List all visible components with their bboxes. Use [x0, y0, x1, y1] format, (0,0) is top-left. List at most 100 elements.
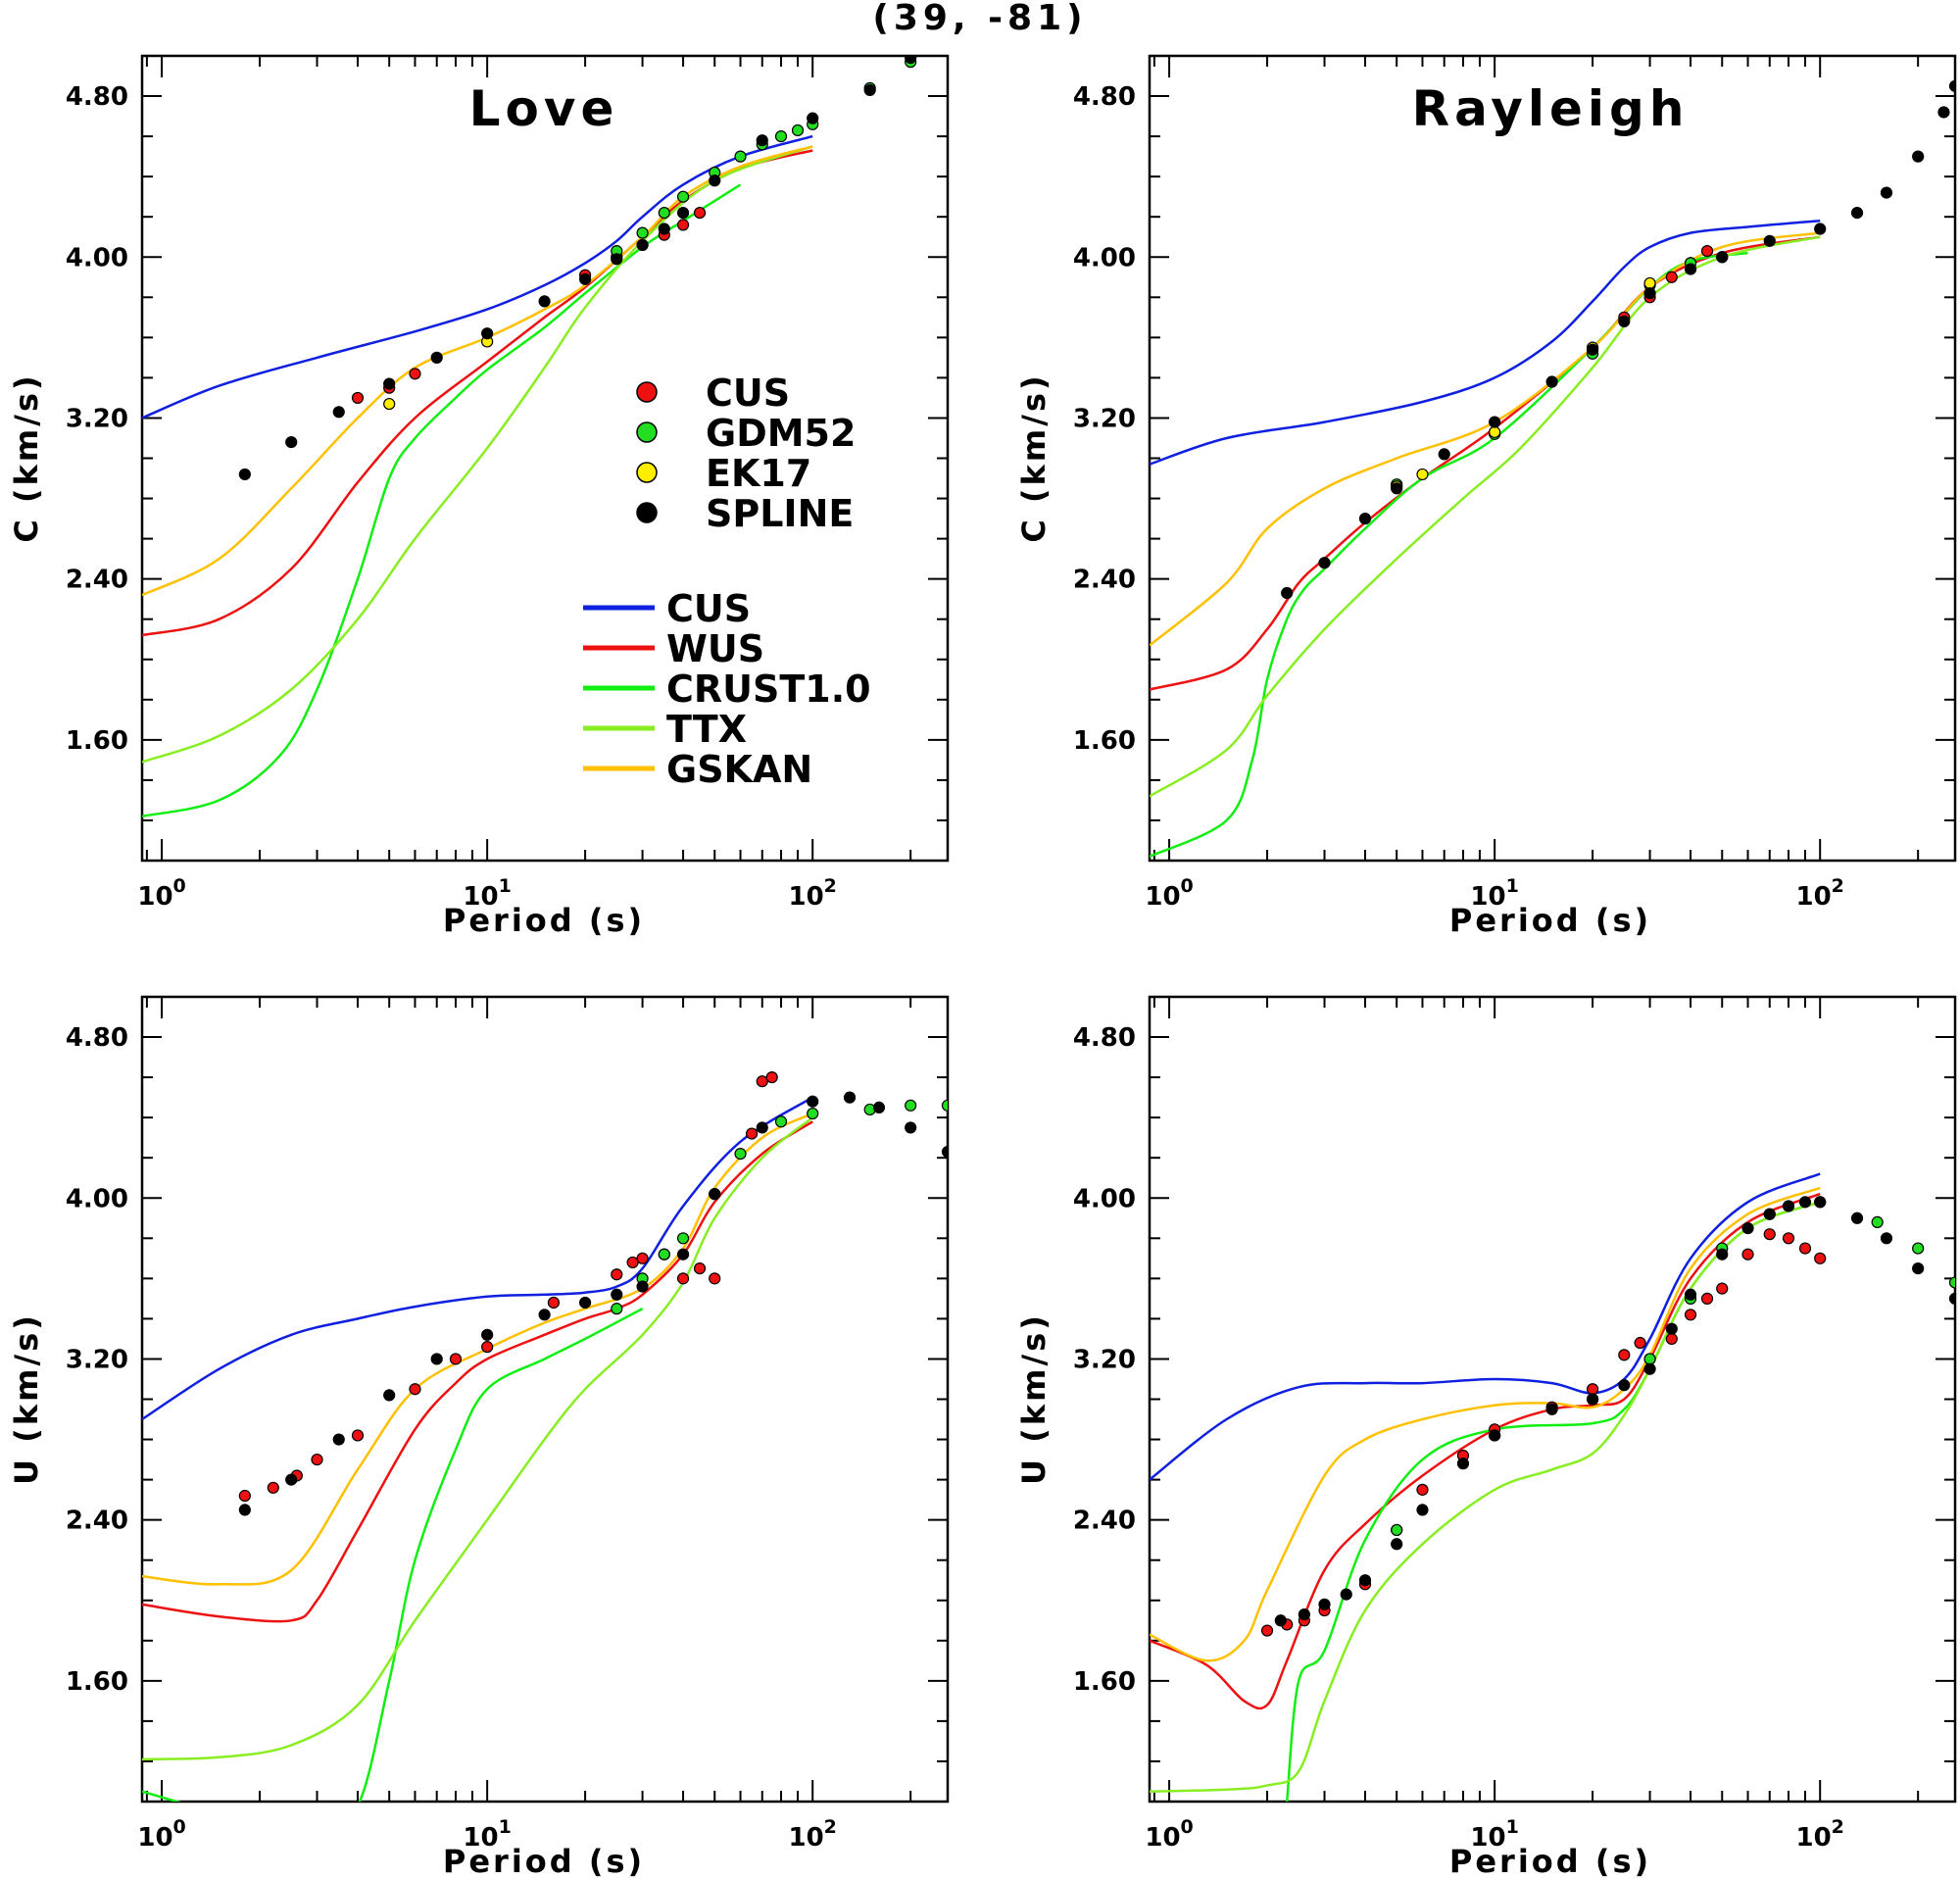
- panel-title-rayleigh: Rayleigh: [1412, 80, 1690, 137]
- curve-crust1-0: [142, 1307, 644, 1802]
- point-spline: [1716, 1248, 1729, 1261]
- curve-wus: [142, 1120, 813, 1623]
- points-spline: [1274, 1196, 1955, 1627]
- y-tick-label: 1.60: [66, 726, 128, 756]
- point-cus: [351, 391, 365, 405]
- y-tick-label: 1.60: [66, 1667, 128, 1697]
- point-cus: [1416, 1483, 1429, 1496]
- point-spline: [611, 1288, 623, 1301]
- point-spline: [1587, 1393, 1599, 1406]
- point-cus: [547, 1296, 561, 1310]
- point-cus: [626, 1256, 639, 1269]
- point-spline: [1391, 1538, 1403, 1551]
- x-tick-label: 100: [1145, 875, 1193, 912]
- legend-marker-spline: [636, 502, 658, 523]
- point-spline: [383, 1389, 396, 1402]
- y-axis-label-rayleigh-group: U (km/s): [1015, 1312, 1053, 1485]
- curve-ttx: [1150, 235, 1821, 798]
- model-curves: [1150, 1172, 1821, 1802]
- point-spline: [1416, 1504, 1429, 1516]
- x-axis-ticks: [1152, 56, 1920, 861]
- point-spline: [332, 406, 345, 419]
- point-cus: [636, 1252, 649, 1264]
- y-axis-label-rayleigh-phase: C (km/s): [1015, 372, 1053, 542]
- curve-wus: [1150, 235, 1821, 691]
- point-spline: [579, 272, 592, 285]
- point-ek17: [383, 397, 396, 411]
- points-cus: [1260, 1228, 1827, 1637]
- y-tick-label: 2.40: [1073, 566, 1136, 595]
- curve-cus: [142, 1096, 813, 1421]
- point-gdm52: [734, 150, 747, 163]
- point-gdm52: [807, 1107, 819, 1120]
- point-cus: [409, 368, 421, 380]
- point-spline: [1850, 206, 1864, 220]
- curve-gskan: [1150, 231, 1821, 647]
- point-spline: [807, 1095, 819, 1108]
- point-spline: [481, 327, 494, 340]
- x-tick-label: 100: [1145, 1816, 1193, 1853]
- plot-frame: [1148, 54, 1957, 863]
- y-axis-ticks: [142, 55, 948, 862]
- legend-label-gdm52: GDM52: [706, 412, 856, 455]
- point-spline: [756, 134, 768, 147]
- curve-crust1-0: [1150, 251, 1748, 859]
- y-axis-label-love-phase: C (km/s): [8, 372, 45, 542]
- point-cus: [756, 1075, 768, 1088]
- point-spline: [1298, 1608, 1310, 1621]
- point-spline: [863, 83, 876, 96]
- x-axis-ticks: [145, 997, 912, 1802]
- point-spline: [1391, 482, 1403, 495]
- panel-rayleigh-phase: Rayleigh Period (s) C (km/s) 100 101 1021.…: [1015, 54, 1957, 939]
- x-tick-label: 102: [788, 1816, 836, 1853]
- x-tick-label: 100: [137, 875, 185, 912]
- point-spline: [1948, 79, 1955, 92]
- points-spline: [238, 1091, 948, 1516]
- point-spline: [1489, 416, 1501, 428]
- curve-cus: [1150, 1172, 1821, 1481]
- observed-points: [1260, 1196, 1955, 1637]
- y-axis-label-love-group: U (km/s): [8, 1312, 45, 1485]
- point-spline: [1880, 1232, 1893, 1245]
- legend-label-ttx: TTX: [666, 708, 747, 751]
- point-gdm52: [774, 130, 788, 143]
- panel-love-group: Period (s) U (km/s) 100 101 1021.602.403.2…: [8, 995, 950, 1879]
- legend-label-gskan: GSKAN: [666, 748, 812, 791]
- x-axis-label-love-phase: Period (s): [443, 902, 645, 939]
- point-cus: [1798, 1242, 1812, 1255]
- point-spline: [538, 295, 551, 308]
- curve-gskan: [1150, 1186, 1821, 1662]
- curve-wus: [1150, 1192, 1821, 1710]
- y-tick-label: 1.60: [1073, 1667, 1136, 1697]
- x-tick-label: 102: [1795, 1816, 1843, 1853]
- point-spline: [658, 223, 670, 235]
- curve-cus: [142, 134, 813, 420]
- y-tick-label: 2.40: [66, 1507, 128, 1536]
- legend-label-wus: WUS: [666, 627, 764, 670]
- point-spline: [905, 56, 917, 65]
- point-spline: [1643, 1362, 1656, 1375]
- point-spline: [1912, 150, 1925, 163]
- point-spline: [1684, 1288, 1697, 1301]
- y-tick-label: 3.20: [66, 1345, 128, 1374]
- point-cus: [1700, 1292, 1714, 1305]
- legend-label-cus: CUS: [666, 587, 751, 630]
- point-cus: [1665, 271, 1678, 283]
- point-spline: [1665, 1322, 1678, 1335]
- plot-frame: [140, 995, 950, 1804]
- panel-rayleigh-group: Period (s) U (km/s) 100 101 1021.602.403.2…: [1015, 995, 1957, 1879]
- point-gdm52: [774, 1115, 788, 1128]
- y-tick-label: 4.00: [1073, 243, 1136, 272]
- point-spline: [1438, 448, 1450, 461]
- point-cus: [676, 1272, 690, 1285]
- point-spline: [1937, 106, 1950, 119]
- point-spline: [1274, 1614, 1287, 1627]
- curve-ttx: [142, 1116, 813, 1761]
- point-spline: [1358, 512, 1372, 525]
- point-spline: [579, 1296, 592, 1310]
- point-cus: [351, 1429, 365, 1442]
- point-spline: [1684, 263, 1697, 275]
- legend-label-ek17: EK17: [706, 452, 811, 495]
- y-tick-label: 1.60: [1073, 726, 1136, 756]
